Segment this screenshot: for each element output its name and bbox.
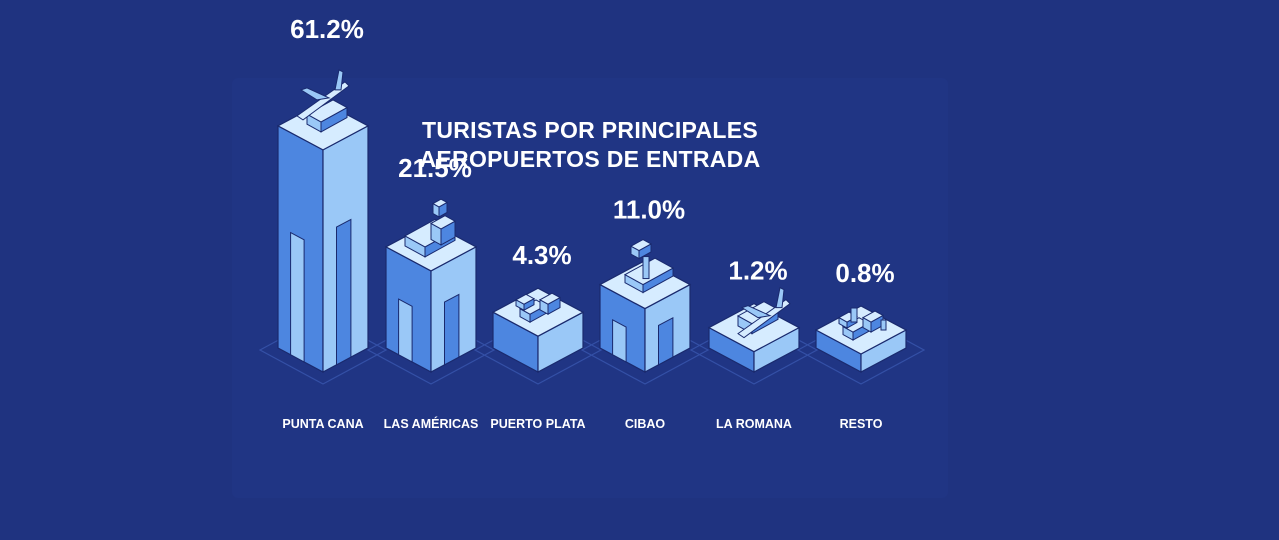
bar-group-2: 4.3% PUERTO PLATA xyxy=(473,240,603,431)
category-label: LAS AMÉRICAS xyxy=(384,416,479,431)
control-tower-icon xyxy=(623,238,675,294)
bar-facade-panel xyxy=(658,316,674,366)
bar-group-4: 1.2% LA ROMANA xyxy=(689,256,819,431)
category-label: RESTO xyxy=(840,417,883,431)
bar-facade-panel xyxy=(444,293,460,366)
value-label: 21.5% xyxy=(398,153,472,183)
bar-group-1: 21.5% LAS AMÉRICAS xyxy=(366,153,496,431)
airplane-icon xyxy=(296,69,350,133)
category-label: PUERTO PLATA xyxy=(490,417,585,431)
value-label: 11.0% xyxy=(613,195,685,225)
bar-facade-panel xyxy=(398,298,413,363)
value-label: 61.2% xyxy=(290,14,364,44)
chart-title: TURISTAS POR PRINCIPALES AEROPUERTOS DE … xyxy=(330,116,850,174)
chart-title-line-2: AEROPUERTOS DE ENTRADA xyxy=(419,146,761,172)
bar-facade-panel xyxy=(290,231,305,363)
warehouse-icon xyxy=(837,307,887,341)
chart-title-line-1: TURISTAS POR PRINCIPALES xyxy=(421,117,759,143)
category-label: PUNTA CANA xyxy=(282,417,363,431)
value-label: 4.3% xyxy=(512,240,571,270)
bar-facade-panel xyxy=(336,218,352,366)
bar-group-5: 0.8% RESTO xyxy=(796,258,926,431)
airplane-icon xyxy=(736,286,791,339)
category-label: LA ROMANA xyxy=(716,417,792,431)
terminal-building-icon xyxy=(403,198,457,258)
warehouse-icon xyxy=(514,292,562,324)
value-label: 1.2% xyxy=(728,256,787,286)
category-label: CIBAO xyxy=(625,417,666,431)
bar-group-0: 61.2% PUNTA CANA xyxy=(258,14,388,431)
value-label: 0.8% xyxy=(835,258,894,288)
bar-group-3: 11.0% CIBAO xyxy=(580,195,710,431)
bar-facade-panel xyxy=(612,318,627,363)
